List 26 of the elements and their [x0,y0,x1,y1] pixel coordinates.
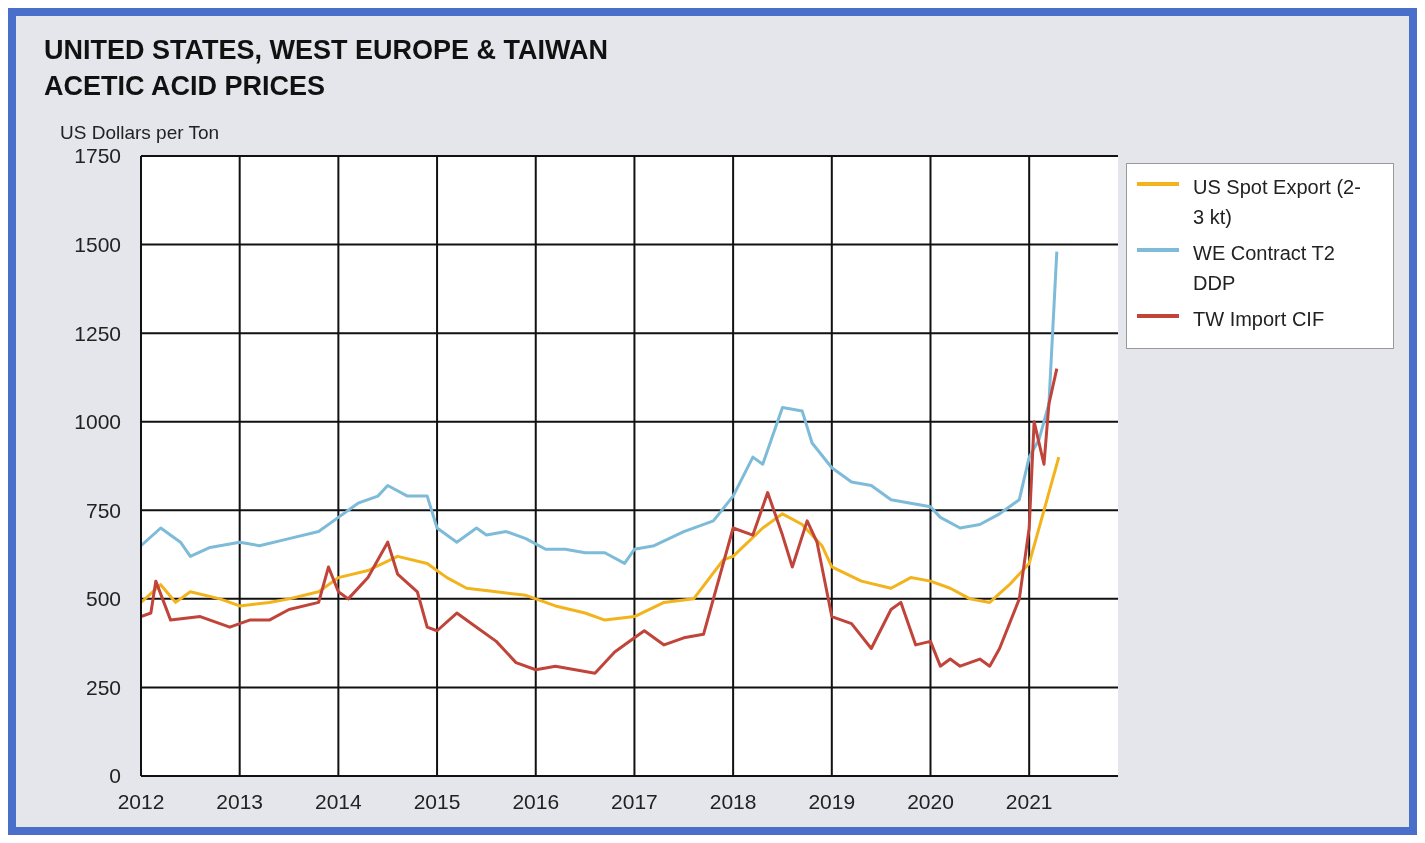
y-tick-label: 1500 [74,233,121,257]
y-tick-label: 1000 [74,410,121,434]
y-tick-label: 1250 [74,321,121,345]
chart-title: UNITED STATES, WEST EUROPE & TAIWAN ACETIC ACID PRICES [44,34,609,103]
x-tick-label: 2015 [413,789,461,813]
x-tick-label: 2012 [117,789,165,813]
x-tick-label: 2020 [907,789,954,813]
x-tick-label: 2021 [1005,789,1053,813]
legend-label: TW Import CIF [1193,307,1326,332]
legend-label: WE Contract T2 DDP [1193,241,1336,296]
x-tick-label: 2013 [216,789,264,813]
y-tick-label: 0 [109,764,121,788]
x-tick-label: 2017 [611,789,658,813]
x-tick-label: 2018 [709,789,757,813]
y-tick-label: 750 [85,498,121,522]
line-series [141,250,1059,565]
x-tick-label: 2019 [808,789,856,813]
line-series [141,455,1061,622]
y-tick-label: 500 [85,587,121,611]
x-tick-label: 2016 [512,789,560,813]
legend-label: US Spot Export (2-3 kt) [1193,175,1362,230]
y-tick-label: 250 [85,675,121,699]
y-tick-label: 1750 [74,144,121,168]
line-series [141,367,1059,675]
x-tick-label: 2014 [315,789,363,813]
y-axis-title: US Dollars per Ton [60,122,220,144]
